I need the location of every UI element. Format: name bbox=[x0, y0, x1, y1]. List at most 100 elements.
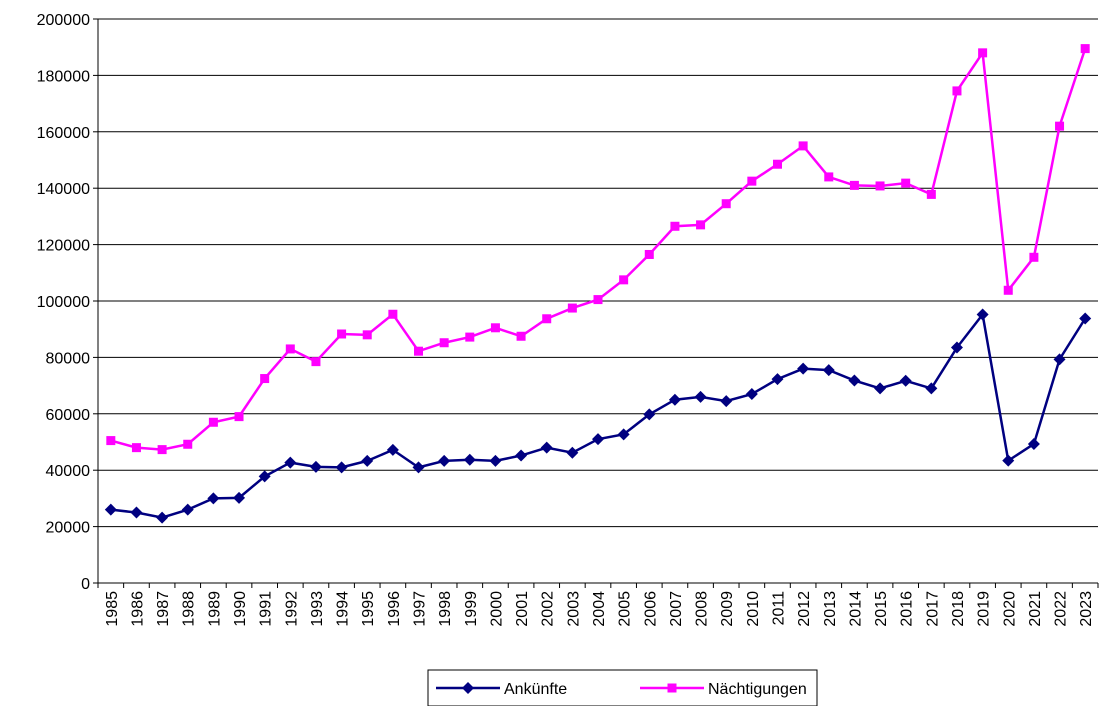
y-tick-label: 100000 bbox=[37, 294, 90, 311]
x-tick-label: 2022 bbox=[1053, 591, 1070, 627]
x-tick-label: 2010 bbox=[745, 591, 762, 627]
point bbox=[848, 374, 861, 387]
point bbox=[337, 329, 347, 339]
point bbox=[414, 346, 424, 356]
x-tick-label: 1999 bbox=[463, 591, 480, 627]
y-tick-label: 60000 bbox=[46, 407, 91, 424]
x-tick-label: 1993 bbox=[309, 591, 326, 627]
point bbox=[208, 417, 218, 427]
y-tick-label: 20000 bbox=[46, 520, 91, 537]
x-tick-label: 2014 bbox=[847, 591, 864, 627]
point bbox=[463, 453, 476, 466]
point bbox=[438, 454, 451, 467]
point bbox=[284, 456, 297, 469]
point bbox=[667, 683, 677, 693]
point bbox=[542, 314, 552, 324]
point bbox=[234, 412, 244, 422]
point bbox=[1029, 252, 1039, 262]
x-tick-label: 2007 bbox=[668, 591, 685, 627]
y-tick-label: 200000 bbox=[37, 12, 90, 29]
point bbox=[771, 373, 784, 386]
x-tick-label: 2021 bbox=[1027, 591, 1044, 627]
point bbox=[643, 408, 656, 421]
x-tick-label: 2013 bbox=[822, 591, 839, 627]
point bbox=[515, 449, 528, 462]
x-tick-label: 1991 bbox=[258, 591, 275, 627]
x-tick-label: 2008 bbox=[694, 591, 711, 627]
point bbox=[285, 344, 295, 354]
point bbox=[1055, 121, 1065, 131]
x-tick-label: 1989 bbox=[206, 591, 223, 627]
point bbox=[1003, 285, 1013, 295]
point bbox=[104, 503, 117, 516]
point bbox=[592, 433, 604, 446]
point bbox=[388, 309, 398, 319]
x-tick-label: 1995 bbox=[360, 591, 377, 627]
x-tick-label: 2003 bbox=[565, 591, 582, 627]
legend-label: Nächtigungen bbox=[708, 681, 807, 698]
point bbox=[721, 199, 731, 209]
point bbox=[720, 395, 733, 408]
x-tick-label: 2020 bbox=[1001, 591, 1018, 627]
point bbox=[362, 330, 372, 340]
point bbox=[644, 249, 654, 259]
point bbox=[183, 439, 193, 449]
point bbox=[899, 374, 912, 387]
point bbox=[386, 443, 399, 456]
x-tick-label: 2017 bbox=[924, 591, 941, 627]
series bbox=[106, 44, 1090, 455]
point bbox=[309, 460, 322, 473]
point bbox=[1002, 454, 1015, 467]
y-tick-label: 80000 bbox=[46, 350, 91, 367]
point bbox=[1053, 353, 1066, 366]
point bbox=[694, 390, 707, 403]
x-tick-label: 1990 bbox=[232, 591, 249, 627]
point bbox=[670, 221, 680, 231]
x-tick-label: 2019 bbox=[976, 591, 993, 627]
point bbox=[1079, 312, 1092, 325]
x-tick-label: 2005 bbox=[617, 591, 634, 627]
point bbox=[798, 141, 808, 151]
point bbox=[824, 172, 834, 182]
x-tick-label: 2011 bbox=[770, 591, 787, 626]
legend: Ankünfte Nächtigungen bbox=[427, 669, 818, 707]
x-tick-label: 1986 bbox=[129, 591, 146, 627]
point bbox=[335, 461, 348, 474]
x-tick-label: 2016 bbox=[899, 591, 916, 627]
x-tick-label: 1987 bbox=[155, 591, 172, 627]
point bbox=[747, 176, 757, 186]
x-tick-label: 2001 bbox=[514, 591, 531, 627]
point bbox=[439, 338, 449, 348]
x-tick-label: 1988 bbox=[181, 591, 198, 627]
point bbox=[465, 332, 475, 342]
series bbox=[104, 308, 1092, 524]
point bbox=[875, 181, 885, 191]
x-tick-label: 2006 bbox=[642, 591, 659, 627]
point bbox=[260, 374, 270, 384]
x-tick-label: 1994 bbox=[335, 591, 352, 627]
point bbox=[462, 682, 474, 694]
point bbox=[490, 323, 500, 333]
point bbox=[925, 382, 938, 395]
point bbox=[311, 357, 321, 367]
x-tick-label: 2009 bbox=[719, 591, 736, 627]
point bbox=[950, 341, 963, 354]
y-tick-label: 120000 bbox=[37, 238, 90, 255]
point bbox=[926, 189, 936, 199]
point bbox=[745, 388, 758, 401]
point bbox=[849, 180, 859, 190]
point bbox=[181, 503, 194, 516]
point bbox=[258, 470, 271, 483]
x-tick-label: 2000 bbox=[488, 591, 505, 627]
point bbox=[207, 492, 220, 505]
point bbox=[156, 511, 169, 524]
x-tick-label: 2012 bbox=[796, 591, 813, 627]
point bbox=[233, 491, 246, 504]
series-line bbox=[110, 311, 1087, 519]
x-tick-label: 2023 bbox=[1078, 591, 1095, 627]
point bbox=[567, 303, 577, 313]
point bbox=[361, 454, 374, 467]
x-tick-label: 2015 bbox=[873, 591, 890, 627]
point bbox=[668, 393, 681, 406]
